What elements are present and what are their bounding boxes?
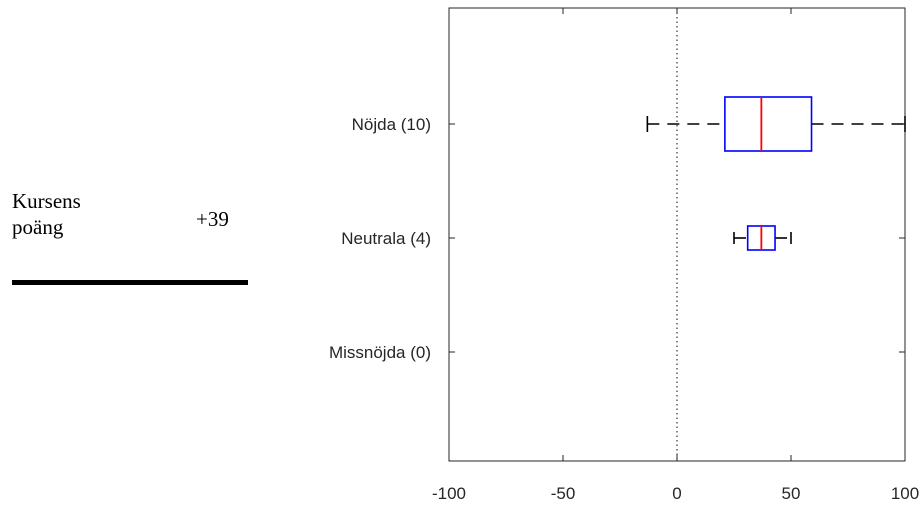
score-label: Kursens poäng (12, 188, 142, 240)
score-label-line1: Kursens (12, 189, 81, 213)
x-tick-label: -100 (432, 484, 466, 503)
category-label: Nöjda (10) (352, 115, 431, 134)
category-label: Neutrala (4) (341, 229, 431, 248)
box-iqr (724, 96, 813, 152)
score-panel: Kursens poäng +39 (0, 0, 260, 508)
category-label: Missnöjda (0) (329, 343, 431, 362)
score-label-line2: poäng (12, 215, 64, 239)
score-divider (12, 280, 248, 285)
x-tick-label: 50 (782, 484, 801, 503)
x-tick-label: 0 (672, 484, 681, 503)
x-tick-label: 100 (891, 484, 919, 503)
score-value: +39 (196, 207, 229, 231)
x-tick-label: -50 (551, 484, 576, 503)
